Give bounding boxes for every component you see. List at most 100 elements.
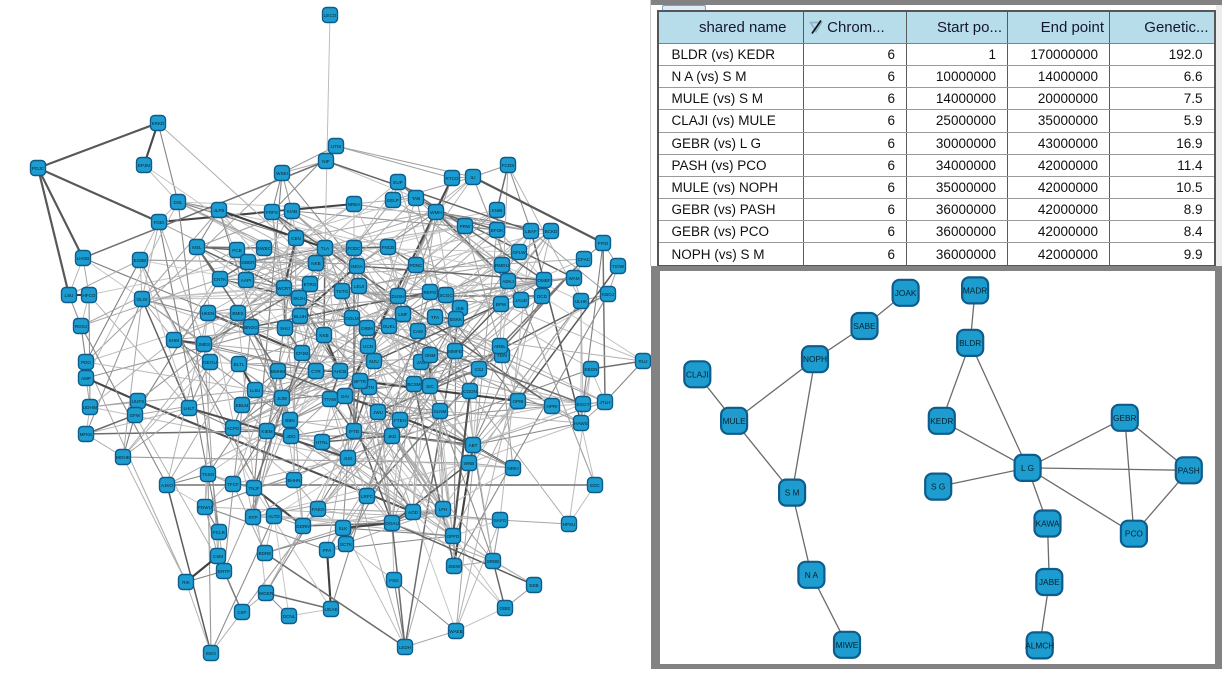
svg-text:JMES: JMES xyxy=(198,342,210,347)
svg-text:REPG: REPG xyxy=(423,290,436,295)
svg-text:BFTR: BFTR xyxy=(354,379,367,384)
svg-text:PDO: PDO xyxy=(81,360,91,365)
svg-text:KIAB: KIAB xyxy=(287,209,297,214)
svg-text:IFTB: IFTB xyxy=(349,429,359,434)
svg-text:BLDR: BLDR xyxy=(959,338,981,348)
svg-text:FAEO: FAEO xyxy=(312,507,325,512)
svg-text:KRKD: KRKD xyxy=(152,121,165,126)
svg-text:DUSH: DUSH xyxy=(391,294,404,299)
svg-text:ALTD: ALTD xyxy=(268,514,280,519)
svg-text:NREA: NREA xyxy=(348,202,362,207)
svg-text:MULE: MULE xyxy=(723,416,747,426)
svg-text:DSL: DSL xyxy=(174,200,183,205)
svg-text:JTLH: JTLH xyxy=(600,400,611,405)
svg-text:SABE: SABE xyxy=(853,321,876,331)
svg-text:GEOU: GEOU xyxy=(203,360,217,365)
svg-text:PRW: PRW xyxy=(460,224,471,229)
svg-text:LFH: LFH xyxy=(439,507,448,512)
svg-text:PCO: PCO xyxy=(1125,529,1144,539)
svg-text:IKB: IKB xyxy=(456,306,463,311)
svg-text:SCGC: SCGC xyxy=(439,293,453,298)
svg-text:LLBJ: LLBJ xyxy=(250,388,260,393)
svg-text:TDAI: TDAI xyxy=(497,353,507,358)
svg-text:HAWS: HAWS xyxy=(574,421,588,426)
svg-text:ALMCH: ALMCH xyxy=(1025,640,1054,650)
svg-text:POJC: POJC xyxy=(32,166,45,171)
svg-text:KBOJ: KBOJ xyxy=(602,292,614,297)
svg-text:ONM: ONM xyxy=(425,353,436,358)
svg-text:UDHW: UDHW xyxy=(83,405,98,410)
svg-text:NIF: NIF xyxy=(322,159,330,164)
svg-text:EEO: EEO xyxy=(206,651,216,656)
svg-text:FDWU: FDWU xyxy=(198,505,212,510)
svg-text:SWBC: SWBC xyxy=(257,246,271,251)
svg-text:ILI: ILI xyxy=(470,175,475,180)
svg-text:AHCB: AHCB xyxy=(334,369,347,374)
svg-text:LEDH: LEDH xyxy=(399,645,411,650)
svg-text:HPRI: HPRI xyxy=(547,404,558,409)
svg-text:WNB: WNB xyxy=(464,461,475,466)
svg-text:GBER: GBER xyxy=(241,260,255,265)
svg-text:EFOK: EFOK xyxy=(491,228,504,233)
svg-text:RIK: RIK xyxy=(182,580,191,585)
svg-text:OIBM: OIBM xyxy=(361,326,373,331)
svg-text:WGER: WGER xyxy=(259,591,274,596)
svg-text:KAWA: KAWA xyxy=(1036,519,1060,529)
svg-text:JLPB: JLPB xyxy=(214,208,225,213)
svg-text:LMF: LMF xyxy=(398,312,407,317)
svg-text:CPJM: CPJM xyxy=(296,351,309,356)
svg-text:NKB: NKB xyxy=(311,261,320,266)
svg-text:KKB: KKB xyxy=(319,333,328,338)
svg-text:OOLM: OOLM xyxy=(345,316,359,321)
svg-text:MFKK: MFKK xyxy=(80,432,94,437)
svg-text:FFIO: FFIO xyxy=(598,241,609,246)
svg-text:BHHN: BHHN xyxy=(287,478,300,483)
svg-text:JAG: JAG xyxy=(417,360,426,365)
svg-text:GEBR: GEBR xyxy=(1113,413,1137,423)
svg-text:NRIH: NRIH xyxy=(507,466,518,471)
svg-text:AOD: AOD xyxy=(408,510,419,515)
svg-text:SCTK: SCTK xyxy=(340,542,353,547)
svg-text:BBN: BBN xyxy=(285,418,294,423)
svg-text:ULHK: ULHK xyxy=(575,299,588,304)
svg-text:AMP: AMP xyxy=(81,376,91,381)
svg-text:JDO: JDO xyxy=(286,434,296,439)
svg-text:UCN: UCN xyxy=(363,344,373,349)
svg-text:TTAW: TTAW xyxy=(324,397,337,402)
svg-text:EEB: EEB xyxy=(529,583,538,588)
svg-text:N A: N A xyxy=(805,570,819,580)
svg-text:ABT: ABT xyxy=(469,443,478,448)
svg-text:TSSO: TSSO xyxy=(202,472,215,477)
svg-text:FCDS: FCDS xyxy=(502,163,515,168)
svg-text:CFAC: CFAC xyxy=(578,257,591,262)
svg-text:JAUD: JAUD xyxy=(515,298,528,303)
svg-text:RTP: RTP xyxy=(248,515,257,520)
svg-text:LRFC: LRFC xyxy=(361,494,374,499)
svg-text:EBGN: EBGN xyxy=(584,367,597,372)
svg-text:LEUI: LEUI xyxy=(354,284,364,289)
svg-text:TAB: TAB xyxy=(412,196,421,201)
svg-text:PDNC: PDNC xyxy=(409,263,423,268)
svg-text:RTCO: RTCO xyxy=(446,176,459,181)
svg-text:CSJ: CSJ xyxy=(475,367,484,372)
svg-text:LECO: LECO xyxy=(324,13,337,18)
svg-text:RGSJ: RGSJ xyxy=(75,324,87,329)
svg-text:MIWE: MIWE xyxy=(836,640,859,650)
svg-text:HFCO: HFCO xyxy=(82,293,95,298)
svg-text:BLTL: BLTL xyxy=(234,362,245,367)
svg-text:JKD: JKD xyxy=(388,434,397,439)
svg-text:MTN: MTN xyxy=(364,385,374,390)
svg-text:JIJW: JIJW xyxy=(277,396,288,401)
svg-text:WAM: WAM xyxy=(568,276,579,281)
svg-text:FODC: FODC xyxy=(347,246,361,251)
svg-text:TFCF: TFCF xyxy=(227,482,239,487)
svg-text:TIOW: TIOW xyxy=(612,264,625,269)
svg-text:KNIB: KNIB xyxy=(492,208,503,213)
svg-text:CSM: CSM xyxy=(213,554,223,559)
svg-text:LHOB: LHOB xyxy=(77,256,90,261)
svg-text:CGDN: CGDN xyxy=(463,389,477,394)
svg-text:NOPH: NOPH xyxy=(803,354,827,364)
svg-text:GFW: GFW xyxy=(130,413,141,418)
svg-text:OPFD: OPFD xyxy=(447,534,460,539)
svg-text:FNCB: FNCB xyxy=(382,245,395,250)
